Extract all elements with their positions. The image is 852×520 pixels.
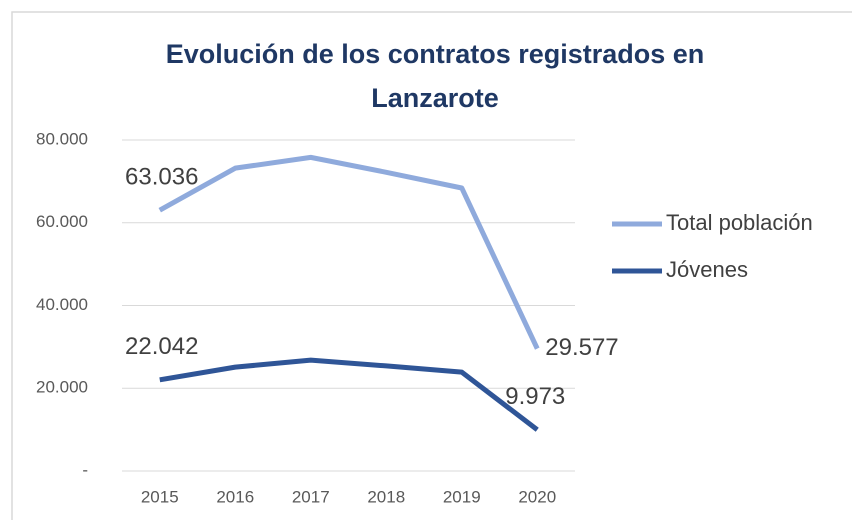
series-line [158,154,540,350]
y-tick-label: 80.000 [36,129,88,148]
x-tick-label: 2015 [141,487,179,506]
y-tick-label: 60.000 [36,212,88,231]
x-tick-label: 2020 [518,487,556,506]
chart-title: Evolución de los contratos registrados e… [165,39,705,113]
y-tick-label: - [82,460,88,479]
x-tick-label: 2016 [216,487,254,506]
legend-label: Jóvenes [666,257,748,282]
data-label: 9.973 [505,383,565,410]
chart-border [11,11,852,520]
y-tick-label: 40.000 [36,295,88,314]
x-tick-label: 2018 [367,487,405,506]
series-line [159,357,539,432]
data-label: 29.577 [545,334,618,361]
data-label: 22.042 [125,333,198,360]
x-tick-label: 2017 [292,487,330,506]
y-tick-label: 20.000 [36,378,88,397]
legend-label: Total población [666,210,813,235]
data-label: 63.036 [125,164,198,191]
x-tick-label: 2019 [443,487,481,506]
